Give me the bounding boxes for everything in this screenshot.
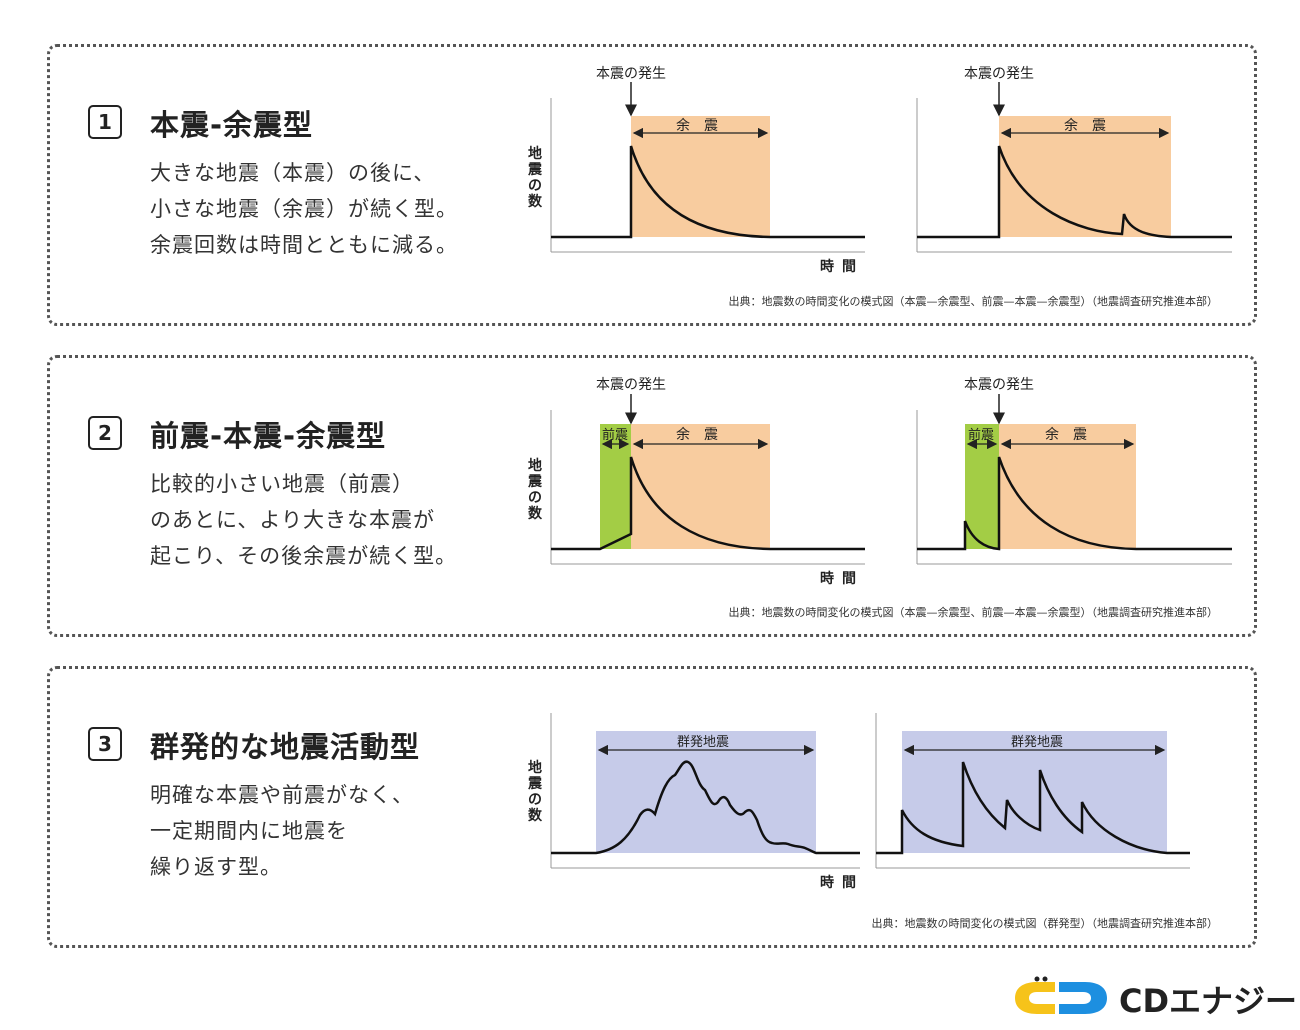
panel-mainshock-aftershock: 1 本震-余震型 大きな地震（本震）の後に、 小さな地震（余震）が続く型。 余震… xyxy=(47,44,1257,326)
panel-swarm: 3 群発的な地震活動型 明確な本震や前震がなく、 一定期間内に地震を 繰り返す型… xyxy=(47,666,1257,948)
desc-line: 小さな地震（余震）が続く型。 xyxy=(150,197,458,221)
panel-description: 明確な本震や前震がなく、 一定期間内に地震を 繰り返す型。 xyxy=(150,777,414,885)
logo-eye xyxy=(1042,976,1048,982)
panel-title: 前震-本震-余震型 xyxy=(150,419,387,453)
desc-line: のあとに、より大きな本震が xyxy=(150,508,435,532)
desc-line: 余震回数は時間とともに減る。 xyxy=(150,233,458,257)
source-note: 出典：地震数の時間変化の模式図（本震—余震型、前震—本震—余震型）（地震調査研究… xyxy=(728,606,1219,619)
desc-line: 大きな地震（本震）の後に、 xyxy=(150,161,436,185)
logo-c-shape xyxy=(1015,982,1055,1014)
panel-description: 大きな地震（本震）の後に、 小さな地震（余震）が続く型。 余震回数は時間とともに… xyxy=(150,155,458,263)
desc-line: 一定期間内に地震を xyxy=(150,819,348,843)
cd-energy-logo-mark: CDエナジー xyxy=(1015,976,1297,1020)
panel-number: 3 xyxy=(88,727,122,761)
logo-text: CDエナジー xyxy=(1119,982,1297,1020)
x-axis-label: 時間 xyxy=(820,571,864,587)
y-axis-label: 地震の数 xyxy=(528,146,542,210)
y-axis-label: 地震の数 xyxy=(528,458,542,522)
panel-number: 1 xyxy=(88,105,122,139)
panel-description: 比較的小さい地震（前震） のあとに、より大きな本震が 起こり、その後余震が続く型… xyxy=(150,466,457,574)
cd-energy-logo: CDエナジー xyxy=(1007,974,1297,1022)
x-axis-label: 時間 xyxy=(820,875,864,891)
desc-line: 明確な本震や前震がなく、 xyxy=(150,783,414,807)
desc-line: 比較的小さい地震（前震） xyxy=(150,472,414,496)
panel-title: 本震-余震型 xyxy=(150,108,314,142)
panel-number: 2 xyxy=(88,416,122,450)
logo-d-shape xyxy=(1059,982,1107,1014)
x-axis-label: 時間 xyxy=(820,259,864,275)
desc-line: 繰り返す型。 xyxy=(150,855,282,879)
source-note: 出典：地震数の時間変化の模式図（本震—余震型、前震—本震—余震型）（地震調査研究… xyxy=(728,295,1219,308)
logo-eye xyxy=(1034,976,1040,982)
panel-title: 群発的な地震活動型 xyxy=(150,730,421,764)
y-axis-label: 地震の数 xyxy=(528,760,542,824)
desc-line: 起こり、その後余震が続く型。 xyxy=(150,544,458,568)
panel-foreshock-mainshock-aftershock: 2 前震-本震-余震型 比較的小さい地震（前震） のあとに、より大きな本震が 起… xyxy=(47,355,1257,637)
source-note: 出典：地震数の時間変化の模式図（群発型）（地震調査研究推進本部） xyxy=(871,917,1219,930)
